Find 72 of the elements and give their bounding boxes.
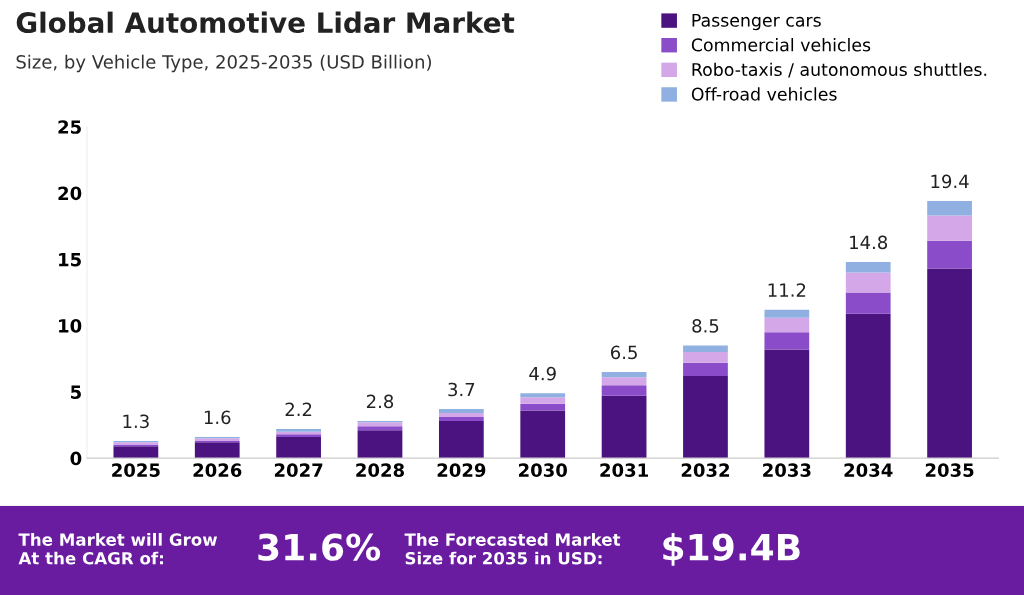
total-label: 11.2 — [768, 283, 806, 297]
legend-label: Robo-taxis / autonomous shuttles. — [692, 62, 987, 78]
y-tick-label: 0 — [70, 451, 82, 466]
y-tick-label: 25 — [58, 120, 81, 134]
total-label: 4.9 — [529, 366, 556, 381]
bar — [438, 409, 484, 414]
bar — [927, 268, 972, 459]
text: The Forecasted Market Size for 2035 in USD: — [404, 532, 621, 565]
legend-label: Commercial vehicles — [691, 38, 871, 52]
text: The Market will Grow At the CAGR of: — [18, 532, 218, 565]
bar — [845, 272, 891, 293]
x-tick-label: 2025 — [112, 463, 160, 477]
bar — [520, 403, 566, 411]
bar — [194, 442, 240, 459]
bar — [927, 215, 972, 241]
legend-label: Passenger cars — [692, 13, 821, 31]
total-label: 2.8 — [366, 394, 394, 409]
total-label: 2.2 — [285, 402, 312, 416]
total-label: 1.6 — [204, 410, 231, 425]
bar — [764, 317, 810, 333]
y-tick-label: 10 — [59, 319, 82, 333]
bar — [520, 397, 566, 404]
text: $19.4B — [663, 532, 800, 566]
bar — [520, 393, 566, 398]
bar — [927, 200, 972, 216]
bar — [601, 395, 647, 459]
legend-label: Off-road vehicles — [691, 87, 837, 101]
bar — [683, 362, 728, 376]
bar — [601, 385, 647, 396]
total-label: 6.5 — [611, 345, 637, 360]
bar — [927, 240, 972, 269]
bar — [520, 410, 566, 459]
total-label: 14.8 — [850, 235, 888, 250]
x-tick-label: 2034 — [844, 463, 893, 477]
x-tick-label: 2031 — [600, 463, 648, 477]
x-tick-label: 2028 — [356, 463, 404, 477]
bar — [764, 349, 810, 459]
bar — [357, 422, 403, 427]
x-tick-label: 2026 — [193, 463, 242, 477]
bar — [845, 313, 891, 459]
bar — [845, 261, 891, 273]
bar — [845, 292, 891, 314]
x-tick-label: 2030 — [519, 463, 567, 477]
y-tick-label: 15 — [59, 253, 81, 267]
bar — [683, 345, 728, 353]
total-label: 8.5 — [692, 319, 719, 333]
bar — [683, 375, 728, 459]
x-tick-label: 2032 — [681, 463, 730, 477]
bar — [276, 436, 321, 459]
bar — [438, 413, 484, 418]
x-tick-label: 2035 — [925, 463, 974, 477]
y-tick-label: 20 — [58, 186, 82, 201]
bar — [357, 430, 403, 459]
chart-title: Global Automotive Lidar Market — [16, 11, 515, 34]
x-tick-label: 2027 — [274, 463, 323, 477]
bar — [438, 421, 484, 459]
bar — [764, 332, 810, 350]
x-tick-label: 2033 — [763, 463, 811, 477]
bar — [764, 309, 810, 318]
text: 31.6% — [258, 533, 381, 561]
bar — [357, 426, 403, 431]
total-label: 19.4 — [931, 174, 969, 189]
bar — [438, 417, 484, 422]
y-tick-label: 5 — [71, 385, 81, 399]
chart-subtitle: Size, by Vehicle Type, 2025-2035 (USD Billion) — [16, 54, 431, 73]
bar — [601, 371, 647, 378]
bar — [601, 377, 647, 386]
bar — [683, 352, 728, 363]
x-tick-label: 2029 — [437, 463, 486, 477]
total-label: 1.3 — [123, 414, 149, 429]
total-label: 3.7 — [448, 382, 475, 397]
bar — [113, 446, 159, 459]
